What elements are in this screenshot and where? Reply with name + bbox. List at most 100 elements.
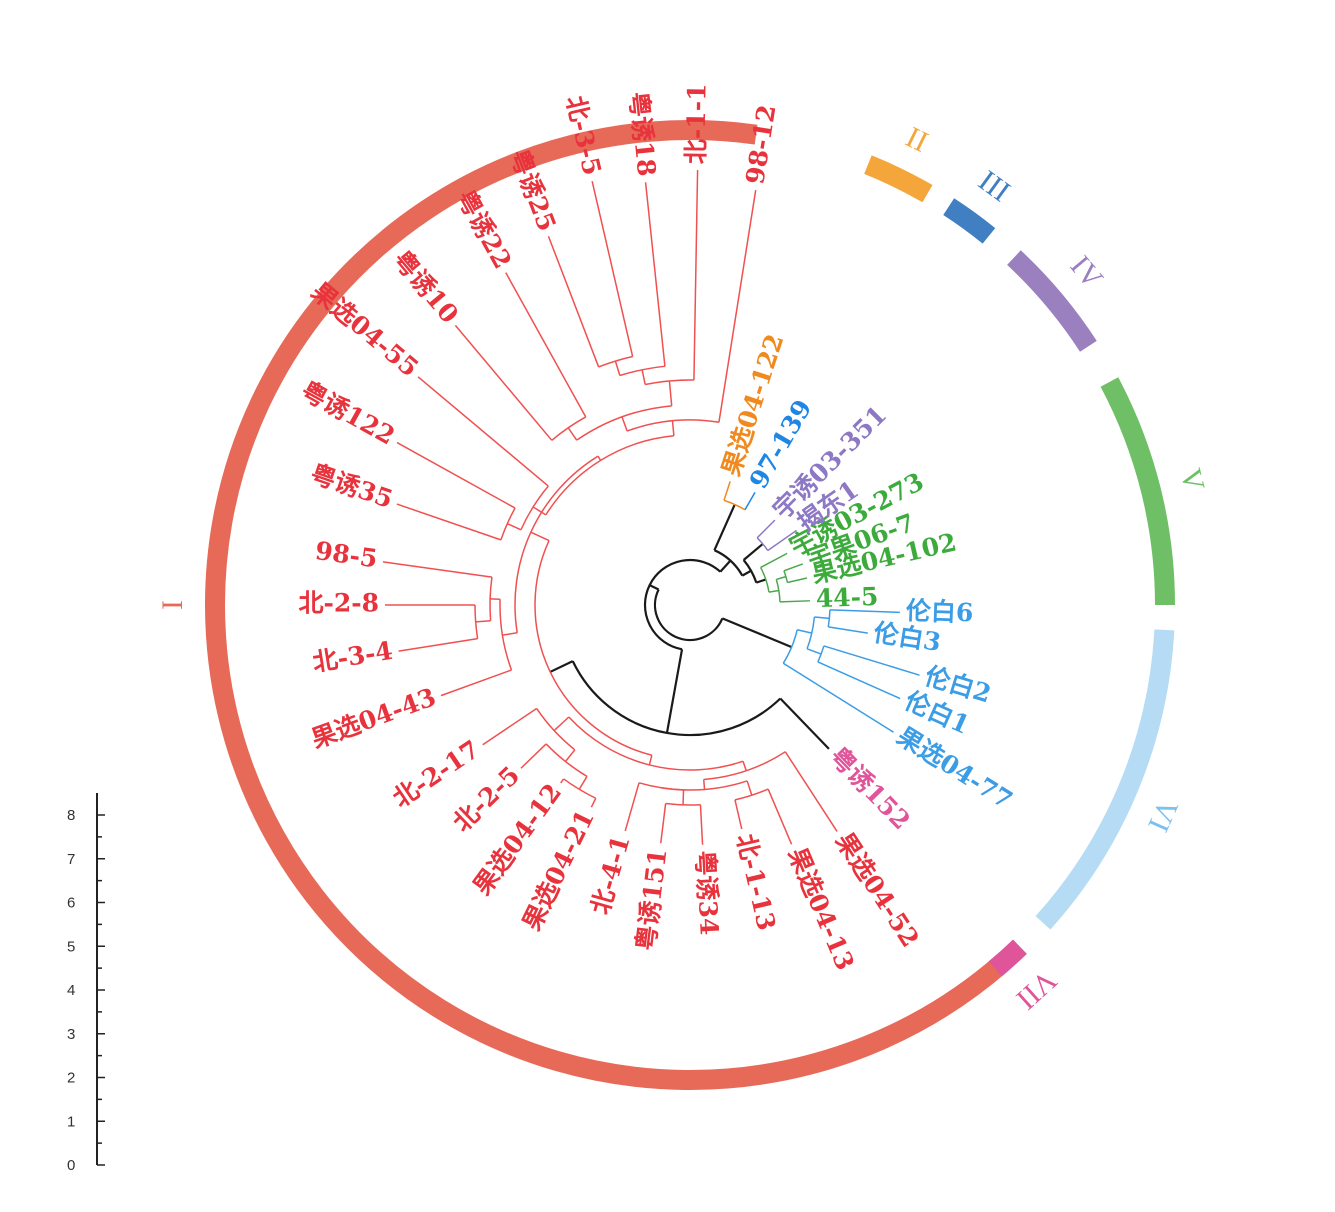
branch-L33 [760,552,788,569]
branch-d1 [578,776,588,790]
branch-L29 [829,609,900,614]
branch-arc-b2 [520,485,549,531]
branch-L1 [693,170,699,381]
branch-L32 [783,563,804,572]
leaf-label: 粤诱152 [824,742,916,836]
leaf-label: 果选04-55 [306,277,424,383]
scale-tick-label: 0 [67,1157,75,1174]
branch-d6 [746,780,753,796]
branch-arc-e4 [782,629,798,664]
branch-arc-d10 [534,540,653,756]
branch-d4 [682,789,685,805]
branch-arc-r2 [713,549,744,577]
branch-a3 [668,380,673,406]
branch-arc-g1 [756,537,769,551]
branch-arc-d9 [568,716,744,771]
group-arcs [205,120,1175,1090]
branch-L21 [734,799,743,830]
leaf-label: 粤诱22 [451,185,517,273]
branch-b3 [597,455,602,461]
branch-arc-b3 [545,435,674,516]
branch-a4 [567,427,578,441]
branch-e4 [721,617,793,649]
branch-c1 [475,619,491,623]
group-arc-II [864,155,933,203]
leaf-label: 98-5 [313,536,379,573]
leaf-label: 粤诱18 [624,90,662,177]
scale-tick-label: 8 [67,807,75,824]
group-arc-IV [1007,250,1097,352]
branch-b2 [532,506,547,516]
leaf-label: 北-1-1 [681,83,711,164]
branch-arc-d3 [536,708,576,751]
branch-L26 [817,661,901,700]
branch-f3 [755,578,767,584]
branch-L6 [454,324,553,441]
branch-arc-a2 [619,365,665,377]
group-arc-VII [988,939,1027,977]
scale-tick-label: 7 [67,851,75,868]
branch-L25 [782,662,894,733]
branch-L36 [744,492,756,511]
branch-g1 [742,543,764,561]
branch-arc-c4 [514,455,599,633]
branch-a5 [621,416,628,432]
group-arc-V [1100,377,1175,606]
branch-d9 [648,755,653,766]
branch-arc-a5 [576,405,672,441]
group-arc-VI [1035,629,1175,930]
leaf-label: 北-2-8 [298,589,379,618]
branch-b1 [506,522,522,531]
branch-r1 [741,569,752,577]
scale-tick-label: 5 [67,938,75,955]
branch-arc-d8 [703,751,786,781]
branch-L20 [699,804,704,845]
leaf-label: 伦白6 [905,596,973,627]
branch-f2 [768,589,779,593]
branch-L15 [520,743,547,769]
leaf-label: 98-12 [740,103,781,187]
leaf-label: 粤诱10 [387,245,464,329]
branch-L35 [756,519,776,539]
branch-d10 [549,660,574,673]
group-label-II: II [901,121,933,159]
branch-arc-c3 [499,599,513,671]
branch-L8 [396,441,516,509]
scale-tick-label: 6 [67,895,75,912]
branch-h1 [713,504,736,551]
branch-L31 [787,577,808,584]
branch-a1 [614,360,621,376]
branch-L27 [823,645,920,676]
leaf-label: 北-3-4 [311,636,395,677]
branch-r3 [665,649,684,734]
group-label-VII: VII [1010,963,1063,1015]
group-label-I: I [156,600,189,610]
branch-e3 [797,629,812,634]
branch-L10 [382,561,493,578]
group-arc-I [205,120,1009,1090]
tree-branches [382,170,920,845]
branch-L13 [440,669,512,697]
branch-a6 [671,420,675,436]
branch-a2 [641,369,646,385]
branch-L30 [779,600,810,603]
scale-tick-label: 2 [67,1070,75,1087]
branch-arc-r4 [643,558,722,651]
branch-L7 [417,376,549,487]
branch-arc-r1 [742,559,758,584]
branch-c4 [530,531,550,542]
leaf-label: 粤诱122 [296,376,399,451]
branch-arc-h1 [723,499,746,511]
scale-bar: 0 1 2 3 4 5 6 7 8 [67,793,105,1174]
group-label-IV: IV [1064,250,1110,296]
scale-tick-label: 1 [67,1113,75,1130]
branch-r2 [719,559,732,573]
branch-f1 [776,575,787,581]
branch-L5 [505,272,587,418]
leaf-label: 北-4-1 [586,832,636,917]
branch-arc-d2 [545,743,588,778]
branch-arc-f1 [783,570,789,583]
branch-L16 [560,778,565,784]
